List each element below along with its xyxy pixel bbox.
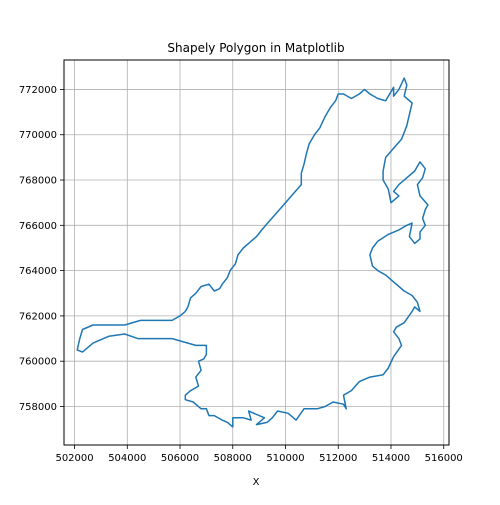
polygon-outline-series-0: [76, 77, 429, 428]
y-tick-label: 768000: [19, 176, 57, 187]
grid-lines: [64, 60, 449, 445]
x-tick-label: 516000: [425, 453, 463, 464]
chart-title: Shapely Polygon in Matplotlib: [167, 41, 344, 55]
y-tick-label: 770000: [19, 130, 57, 141]
y-tick-label: 772000: [19, 85, 57, 96]
x-tick-label: 508000: [214, 453, 252, 464]
y-tick-label: 762000: [19, 311, 57, 322]
y-tick-label: 760000: [19, 357, 57, 368]
axis-ticks: 502000 504000 506000 508000 510000 512000 5140…: [19, 85, 463, 464]
x-axis-label: X: [253, 477, 260, 488]
x-tick-label: 514000: [372, 453, 410, 464]
y-tick-label: 764000: [19, 266, 57, 277]
x-tick-label: 510000: [266, 453, 304, 464]
y-tick-label: 766000: [19, 221, 57, 232]
x-tick-label: 506000: [161, 453, 199, 464]
x-tick-label: 504000: [108, 453, 146, 464]
x-tick-label: 502000: [55, 453, 93, 464]
x-tick-label: 512000: [319, 453, 357, 464]
y-tick-label: 758000: [19, 402, 57, 413]
plot-frame: [63, 59, 450, 446]
series-layer: [76, 77, 429, 428]
